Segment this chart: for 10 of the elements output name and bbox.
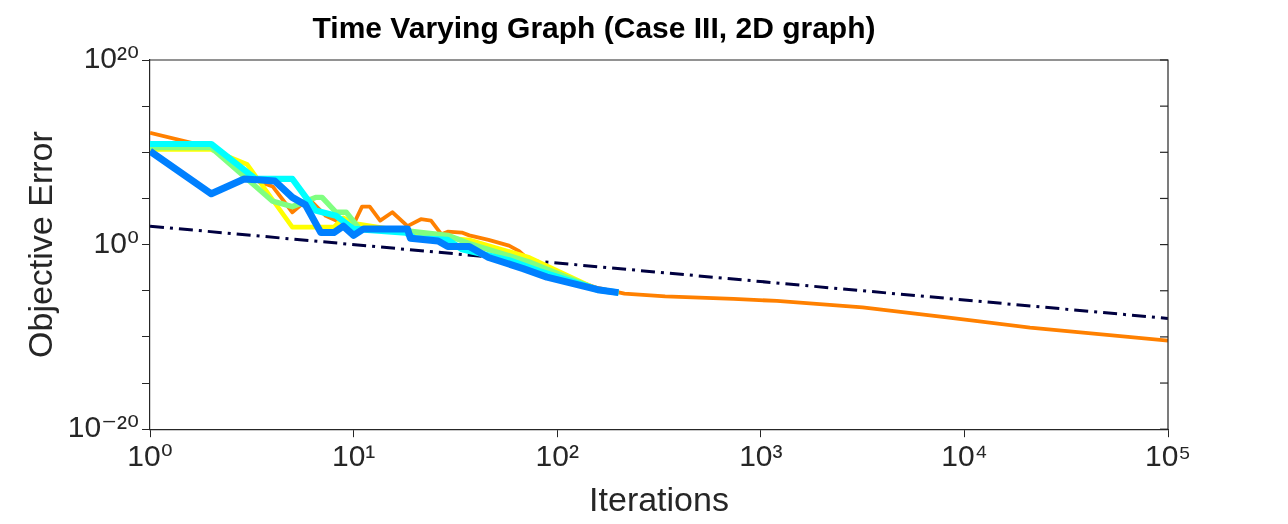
x-tick-label: 10⁵ bbox=[1145, 439, 1191, 473]
y-axis-title: Objective Error bbox=[20, 131, 59, 358]
x-axis-title: Iterations bbox=[589, 479, 729, 518]
x-tick-label: 10³ bbox=[739, 439, 783, 473]
x-tick-label: 10⁴ bbox=[941, 439, 988, 473]
x-tick-label: 10¹ bbox=[331, 439, 376, 473]
chart-title: Time Varying Graph (Case III, 2D graph) bbox=[312, 11, 876, 45]
y-tick-label: 10²⁰ bbox=[83, 41, 140, 75]
y-tick-label: 10⁰ bbox=[93, 225, 140, 259]
x-tick-label: 10² bbox=[535, 439, 579, 473]
